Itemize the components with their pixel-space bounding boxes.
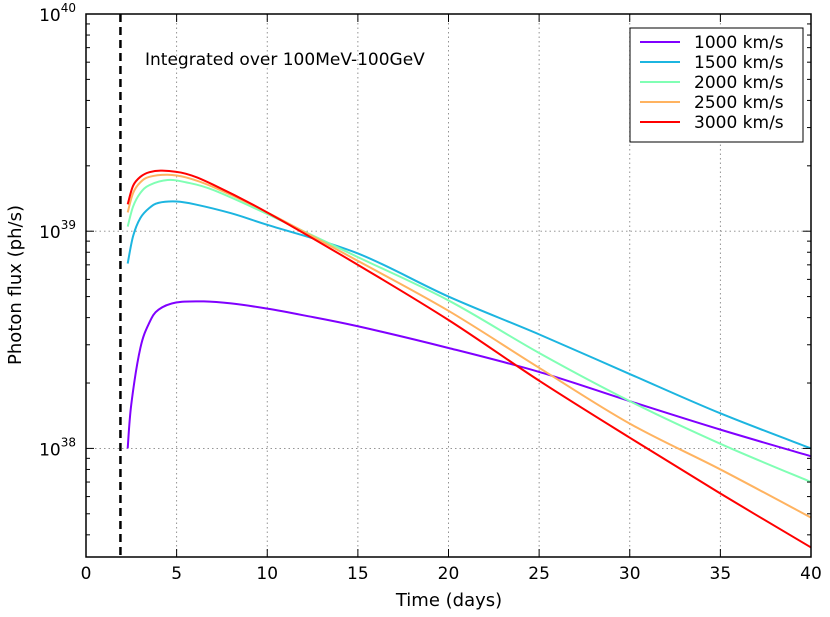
series-line: [126, 300, 812, 458]
x-tick-label: 0: [81, 564, 92, 584]
legend-label: 3000 km/s: [694, 113, 784, 133]
legend-label: 2000 km/s: [694, 73, 784, 93]
x-tick-label: 35: [710, 564, 732, 584]
x-tick-label: 40: [800, 564, 822, 584]
x-axis-label: Time (days): [395, 590, 502, 611]
x-tick-label: 10: [256, 564, 278, 584]
ticks: 0 5 10 15 20 25 30 35 40 1038 1039 1040: [39, 1, 822, 584]
series-group: [126, 169, 812, 549]
series-line: [126, 169, 812, 549]
legend-label: 1500 km/s: [694, 53, 784, 73]
y-tick-label: 1040: [39, 1, 76, 26]
series-line: [126, 200, 812, 450]
x-tick-label: 15: [347, 564, 369, 584]
y-axis-label: Photon flux (ph/s): [5, 205, 26, 365]
y-tick-label: 1039: [39, 218, 76, 243]
x-tick-label: 30: [619, 564, 641, 584]
x-tick-label: 5: [171, 564, 182, 584]
x-tick-label: 25: [528, 564, 550, 584]
annotation: Integrated over 100MeV-100GeV: [145, 50, 425, 70]
legend-label: 1000 km/s: [694, 33, 784, 53]
x-tick-label: 20: [438, 564, 460, 584]
y-tick-label: 1038: [39, 435, 76, 460]
legend-label: 2500 km/s: [694, 93, 784, 113]
